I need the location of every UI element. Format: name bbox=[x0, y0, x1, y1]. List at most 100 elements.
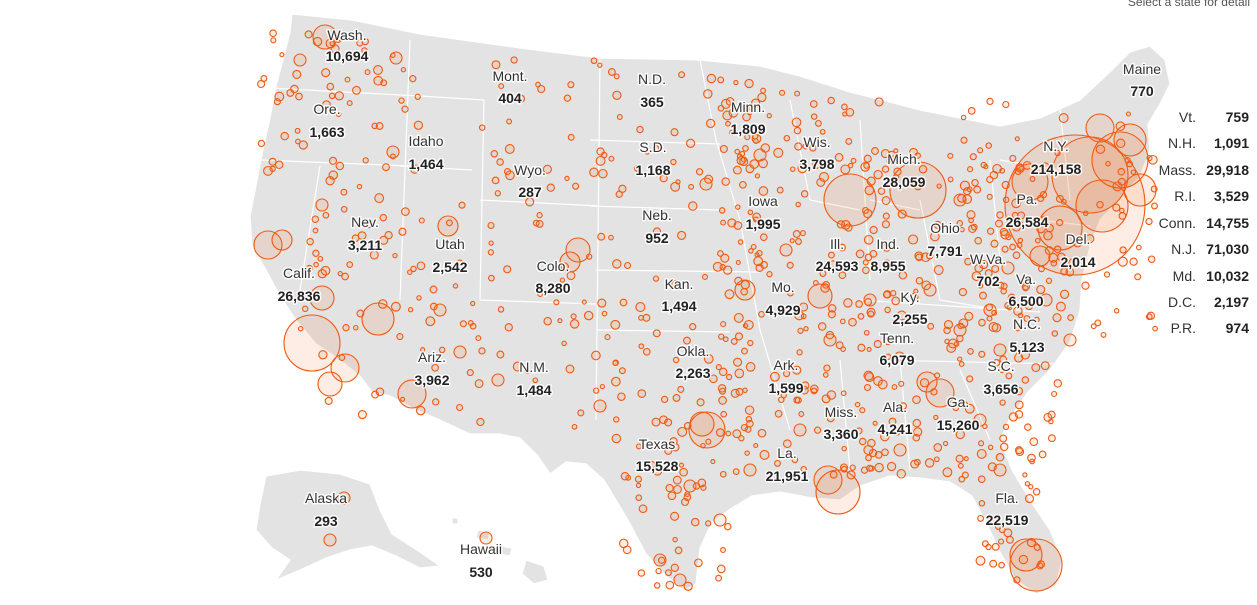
state-label-miss[interactable]: Miss. 3,360 bbox=[822, 403, 860, 444]
county-cases-circle bbox=[600, 151, 608, 159]
county-cases-circle bbox=[913, 427, 923, 437]
state-label-neb[interactable]: Neb. 952 bbox=[641, 206, 674, 248]
county-cases-circle bbox=[719, 470, 727, 478]
county-cases-circle bbox=[1059, 289, 1070, 299]
county-cases-circle bbox=[988, 515, 998, 525]
county-cases-circle bbox=[760, 261, 768, 269]
county-cases-circle bbox=[742, 145, 749, 152]
hawaii-shape[interactable] bbox=[451, 517, 549, 585]
state-label-okla[interactable]: Okla. 2,263 bbox=[674, 342, 712, 383]
state-label-pa[interactable]: Pa. 26,584 bbox=[1004, 190, 1050, 232]
state-label-ore[interactable]: Ore. 1,663 bbox=[308, 100, 346, 142]
state-label-maine[interactable]: Maine 770 bbox=[1121, 60, 1162, 101]
side-item-ri[interactable]: R.I. 3,529 bbox=[1174, 188, 1249, 204]
state-label-hawaii[interactable]: Hawaii 530 bbox=[458, 540, 503, 582]
state-label-tenn[interactable]: Tenn. 6,079 bbox=[878, 329, 916, 370]
county-cases-circle bbox=[774, 409, 783, 418]
county-cases-circle bbox=[456, 259, 464, 266]
state-label-fla[interactable]: Fla. 22,519 bbox=[984, 489, 1030, 530]
county-cases-circle bbox=[688, 411, 726, 449]
state-label-sd[interactable]: S.D. 1,168 bbox=[634, 138, 672, 180]
state-label-nev[interactable]: Nev. 3,211 bbox=[346, 213, 383, 255]
state-label-iowa[interactable]: Iowa 1,995 bbox=[744, 192, 782, 234]
state-label-ill[interactable]: Ill. 24,593 bbox=[814, 235, 860, 276]
side-item-mass[interactable]: Mass. 29,918 bbox=[1159, 162, 1250, 178]
county-cases-circle bbox=[1115, 121, 1126, 132]
county-cases-circle bbox=[866, 307, 876, 317]
county-cases-circle bbox=[1103, 271, 1111, 278]
state-label-mo[interactable]: Mo. 4,929 bbox=[764, 278, 802, 320]
state-label-kan[interactable]: Kan. 1,494 bbox=[660, 275, 698, 316]
side-item-nh[interactable]: N.H. 1,091 bbox=[1168, 135, 1249, 151]
state-label-idaho[interactable]: Idaho 1,464 bbox=[407, 132, 445, 174]
contiguous-us-shape[interactable] bbox=[249, 13, 1171, 595]
state-label-nm[interactable]: N.M. 1,484 bbox=[515, 358, 553, 400]
county-cases-circle bbox=[352, 85, 361, 95]
state-label-ga[interactable]: Ga. 15,260 bbox=[935, 393, 981, 435]
state-name-ill: Ill. bbox=[830, 236, 844, 252]
county-cases-circle bbox=[356, 309, 365, 318]
county-cases-circle bbox=[896, 469, 907, 479]
state-label-ky[interactable]: Ky. 2,255 bbox=[891, 288, 929, 329]
county-cases-circle bbox=[881, 165, 890, 173]
state-value-mich: 28,059 bbox=[883, 174, 926, 190]
state-label-nc[interactable]: N.C. 5,123 bbox=[1008, 315, 1046, 357]
state-value-neb: 952 bbox=[645, 230, 669, 246]
state-name-calif: Calif. bbox=[283, 265, 315, 281]
state-label-calif[interactable]: Calif. 26,836 bbox=[276, 264, 322, 306]
state-label-wva[interactable]: W.Va. 702 bbox=[968, 250, 1007, 291]
state-label-alaska[interactable]: Alaska 293 bbox=[303, 489, 348, 531]
county-cases-circle bbox=[999, 442, 1009, 452]
county-cases-circle bbox=[725, 120, 731, 127]
side-item-nj[interactable]: N.J. 71,030 bbox=[1171, 241, 1249, 257]
state-value-alaska: 293 bbox=[314, 513, 338, 529]
state-label-ohio[interactable]: Ohio 7,791 bbox=[926, 219, 964, 261]
county-cases-circle bbox=[718, 333, 725, 340]
alaska-shape[interactable] bbox=[255, 469, 442, 582]
state-label-del[interactable]: Del. 2,014 bbox=[1059, 230, 1097, 272]
state-label-ark[interactable]: Ark. 1,599 bbox=[767, 356, 805, 398]
county-cases-circle bbox=[992, 358, 1001, 367]
state-label-wash[interactable]: Wash. 10,694 bbox=[324, 26, 370, 66]
state-label-va[interactable]: Va. 6,500 bbox=[1007, 270, 1045, 311]
county-cases-circle bbox=[700, 442, 706, 449]
state-label-ala[interactable]: Ala. 4,241 bbox=[876, 398, 914, 439]
state-label-wis[interactable]: Wis. 3,798 bbox=[798, 133, 836, 174]
county-cases-circle bbox=[362, 157, 369, 164]
side-item-conn[interactable]: Conn. 14,755 bbox=[1159, 215, 1250, 231]
county-cases-circle bbox=[1019, 277, 1028, 286]
county-cases-circle bbox=[624, 261, 632, 270]
county-cases-circle bbox=[496, 158, 504, 166]
side-item-pr[interactable]: P.R. 974 bbox=[1171, 320, 1250, 336]
side-item-vt[interactable]: Vt. 759 bbox=[1179, 109, 1249, 125]
county-cases-circle bbox=[330, 44, 340, 54]
county-cases-circle bbox=[748, 248, 754, 254]
state-label-minn[interactable]: Minn. 1,809 bbox=[729, 98, 767, 139]
state-label-colo[interactable]: Colo. 8,280 bbox=[534, 257, 572, 298]
state-label-sc[interactable]: S.C. 3,656 bbox=[982, 357, 1020, 399]
state-label-la[interactable]: La. 21,951 bbox=[764, 444, 810, 486]
county-cases-circle bbox=[886, 461, 897, 472]
county-cases-circle bbox=[1118, 212, 1127, 220]
state-label-mont[interactable]: Mont. 404 bbox=[491, 67, 529, 108]
county-cases-circle bbox=[1040, 215, 1049, 225]
state-label-texas[interactable]: Texas 15,528 bbox=[634, 435, 680, 476]
state-label-ny[interactable]: N.Y. 214,158 bbox=[1029, 137, 1083, 179]
state-label-utah[interactable]: Utah 2,542 bbox=[431, 235, 469, 277]
county-cases-circle bbox=[757, 92, 767, 103]
side-item-dc[interactable]: D.C. 2,197 bbox=[1168, 294, 1249, 310]
county-cases-circle bbox=[601, 310, 608, 317]
county-cases-circle bbox=[744, 134, 751, 141]
state-label-mich[interactable]: Mich. 28,059 bbox=[881, 150, 927, 192]
state-label-wyo[interactable]: Wyo. 287 bbox=[513, 161, 548, 202]
state-label-ariz[interactable]: Ariz. 3,962 bbox=[413, 348, 451, 390]
side-item-md[interactable]: Md. 10,032 bbox=[1173, 268, 1250, 284]
state-label-nd[interactable]: N.D. 365 bbox=[637, 70, 668, 112]
county-cases-circle bbox=[827, 310, 836, 319]
county-cases-circle bbox=[720, 253, 730, 263]
state-label-ind[interactable]: Ind. 8,955 bbox=[869, 235, 907, 276]
county-cases-circle bbox=[718, 207, 726, 214]
county-cases-circle bbox=[933, 265, 944, 275]
